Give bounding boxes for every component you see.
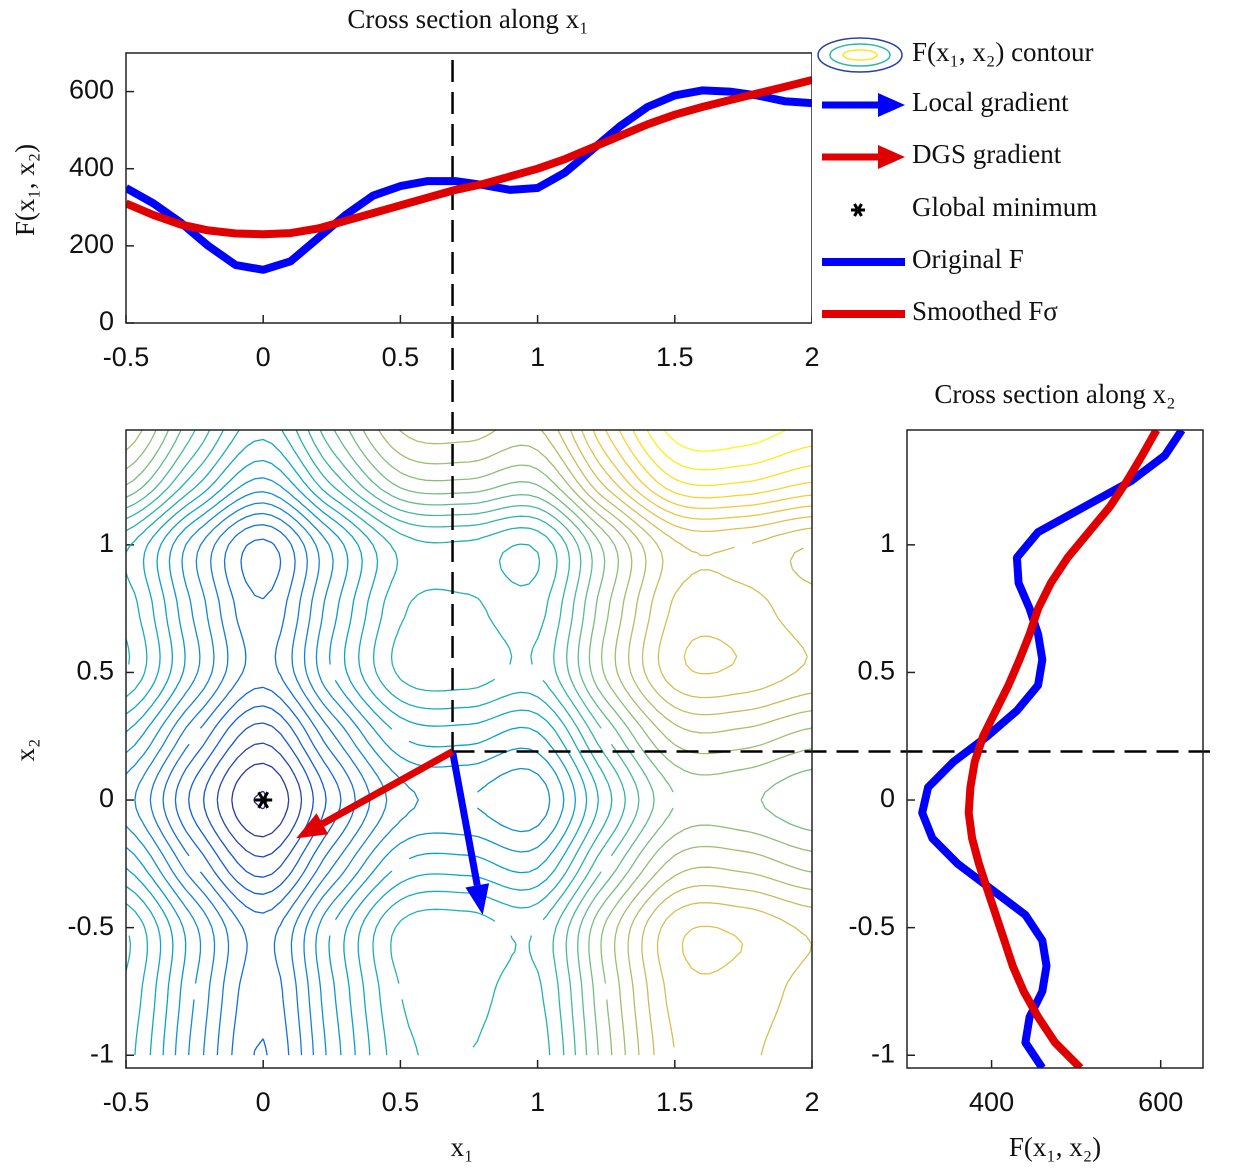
- contour-line: [581, 430, 812, 975]
- y-tick-label: 0.5: [857, 656, 895, 686]
- y-tick-label: -1: [871, 1038, 895, 1068]
- contour-line: [592, 430, 812, 520]
- y-tick-label: 400: [69, 152, 114, 182]
- x-tick-label: -0.5: [103, 342, 150, 372]
- arrow-shaft: [320, 748, 455, 827]
- legend-label: Original F: [912, 244, 1024, 274]
- right-x-label: F(x₁, x₂): [1009, 1132, 1101, 1162]
- y-tick-label: 0: [99, 783, 114, 813]
- x-tick-label: 1.5: [656, 1087, 694, 1117]
- cross-section-line: [964, 430, 1160, 1068]
- x-tick-label: 400: [969, 1087, 1014, 1117]
- legend-label: Local gradient: [912, 87, 1069, 117]
- y-tick-label: 0: [99, 306, 114, 336]
- contour-line: [188, 705, 327, 895]
- contour-line: [126, 459, 577, 1056]
- right-title: Cross section along x₂: [934, 379, 1175, 409]
- x-tick-label: 1: [530, 342, 545, 372]
- legend-arrow-head: [878, 145, 905, 169]
- axes-box: [125, 429, 813, 1069]
- contour-line: [126, 477, 565, 1056]
- contour-line: [126, 430, 626, 1056]
- contour-line: [569, 430, 812, 1056]
- contour-line: [126, 438, 588, 1056]
- contour-line: [646, 430, 812, 471]
- legend-contour-icon: [817, 37, 903, 73]
- contour-line: [174, 538, 342, 1056]
- y-tick-label: 600: [69, 75, 114, 105]
- contour-line: [126, 430, 812, 1056]
- main-x-label: x₁: [451, 1132, 474, 1162]
- contour-line: [134, 502, 388, 1056]
- gradient-arrow: [296, 748, 455, 839]
- contour-line: [162, 524, 356, 1056]
- top-y-label: F(x₁, x₂): [10, 144, 40, 236]
- legend-contour-icon: [842, 49, 878, 61]
- cross-section-line: [918, 430, 1186, 1068]
- contour-line: [126, 430, 613, 1056]
- x-tick-label: -0.5: [103, 1087, 150, 1117]
- right-lines: [918, 430, 1186, 1068]
- y-tick-label: 1: [99, 528, 114, 558]
- x-tick-label: 0.5: [382, 1087, 420, 1117]
- legend-label: DGS gradient: [912, 139, 1062, 169]
- arrow-shaft: [449, 750, 481, 887]
- y-tick-label: 1: [880, 528, 895, 558]
- x-tick-label: 1.5: [656, 342, 694, 372]
- y-tick-label: -1: [90, 1038, 114, 1068]
- legend: F(x₁, x₂) contour Local gradient DGS gradi…: [812, 30, 1232, 340]
- contour-line: [126, 430, 640, 1056]
- contour-line: [632, 430, 812, 487]
- top-lines: [126, 76, 812, 274]
- arrow-head: [465, 883, 490, 915]
- contour-line: [398, 430, 812, 1056]
- x-tick-label: 0: [256, 1087, 271, 1117]
- axes-box: [906, 429, 1204, 1069]
- contour-line: [663, 430, 787, 452]
- legend-label: Global minimum: [912, 192, 1097, 222]
- legend-background: [812, 30, 1232, 340]
- gradient-arrow: [449, 750, 490, 915]
- y-tick-label: 200: [69, 229, 114, 259]
- contour-line: [618, 430, 812, 499]
- x-tick-label: 2: [804, 342, 819, 372]
- y-tick-label: 0: [880, 783, 895, 813]
- legend-arrow-head: [878, 93, 905, 117]
- contour-line: [216, 742, 303, 858]
- x-tick-label: 0: [256, 342, 271, 372]
- x-tick-label: 600: [1138, 1087, 1183, 1117]
- legend-marker: [853, 203, 863, 217]
- contour-line: [126, 430, 812, 1056]
- contour-line: [149, 512, 371, 1056]
- contour-line: [231, 762, 290, 838]
- x-tick-label: 0.5: [382, 342, 420, 372]
- y-tick-label: -0.5: [67, 911, 114, 941]
- contour-line: [126, 491, 551, 1056]
- y-tick-label: -0.5: [848, 911, 895, 941]
- x-tick-label: 2: [804, 1087, 819, 1117]
- cross-section-line: [126, 76, 812, 239]
- top-title: Cross section along x₁: [347, 4, 588, 34]
- cross-section-line: [126, 86, 812, 274]
- contour-line: [557, 430, 812, 1056]
- marker-stroke: [257, 791, 269, 809]
- legend-label: Smoothed Fσ: [912, 296, 1058, 326]
- arrow-head: [296, 813, 329, 839]
- contour-line: [126, 430, 655, 1056]
- contour-line: [605, 430, 812, 510]
- contour-plot: [126, 430, 812, 1056]
- contour-line: [126, 430, 812, 1056]
- global-minimum-marker: [254, 791, 273, 809]
- y-tick-label: 0.5: [76, 656, 114, 686]
- contour-line: [126, 430, 599, 1056]
- main-y-label: x₂: [10, 739, 40, 762]
- legend-label: F(x₁, x₂) contour: [912, 37, 1094, 67]
- x-tick-label: 1: [530, 1087, 545, 1117]
- legend-contour-icon: [829, 43, 891, 67]
